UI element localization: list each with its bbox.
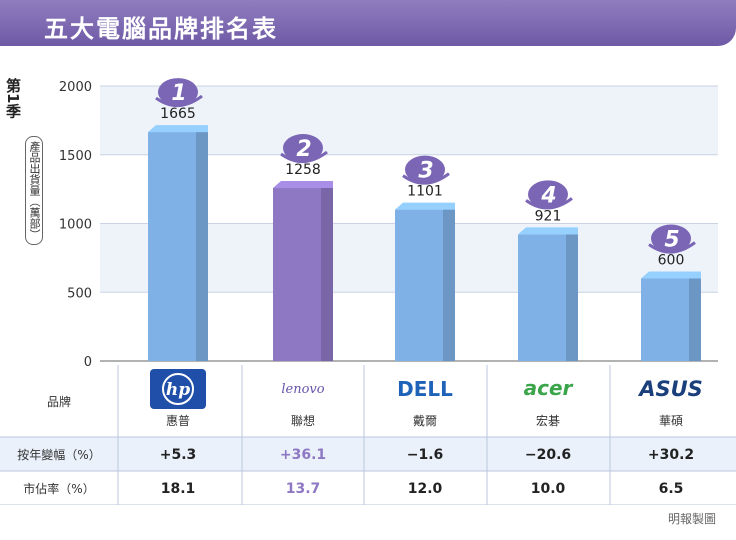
badge-shape	[405, 155, 445, 184]
brand-name: 惠普	[166, 414, 190, 428]
rank-badge: 1	[155, 78, 203, 108]
y-tick-label: 500	[67, 286, 92, 301]
logo-text: DELL	[397, 377, 453, 401]
logo-text: ASUS	[637, 377, 703, 401]
y-axis-unit-label: 產品出貨量（萬部）	[25, 136, 43, 245]
value-label: 1101	[407, 184, 443, 200]
badge-swoosh	[402, 172, 450, 185]
y-axis-label: 第1季	[4, 78, 22, 119]
badge-swoosh	[155, 94, 203, 108]
bar-3	[395, 202, 455, 361]
row-label: 按年變幅（%）	[17, 447, 100, 462]
rank-label: 4	[540, 183, 556, 208]
bar-4	[518, 227, 578, 361]
share-value: 10.0	[531, 481, 566, 497]
yoy-value: +30.2	[648, 447, 694, 463]
table-band	[0, 437, 736, 471]
bar-2	[273, 181, 333, 361]
bar-top	[273, 181, 333, 189]
table-band	[0, 471, 736, 505]
share-value: 18.1	[161, 481, 196, 497]
rank-badge: 2	[280, 134, 328, 164]
share-value: 13.7	[286, 481, 321, 497]
bar-5	[641, 271, 701, 361]
value-label: 1258	[285, 162, 321, 178]
bar-top	[641, 271, 701, 279]
brand-logo: DELL	[397, 377, 453, 401]
brand-logo: lenovo	[281, 382, 324, 397]
badge-swoosh	[648, 241, 696, 254]
y-tick-label: 0	[84, 355, 92, 370]
rank-badge: 4	[525, 180, 573, 210]
rank-label: 5	[664, 228, 679, 253]
yoy-value: −1.6	[407, 447, 444, 463]
share-value: 6.5	[659, 481, 684, 497]
rank-label: 1	[171, 81, 186, 106]
rank-badge: 3	[402, 155, 450, 185]
value-label: 600	[658, 253, 685, 269]
badge-shape	[528, 180, 568, 209]
value-label: 1665	[160, 106, 196, 122]
bar-1	[148, 125, 208, 361]
yoy-value: +5.3	[160, 447, 197, 463]
brand-name: 聯想	[291, 413, 315, 428]
title-bar: 五大電腦品牌排名表	[0, 0, 736, 46]
value-label: 921	[535, 208, 562, 224]
bar-side	[443, 209, 455, 361]
yoy-value: −20.6	[525, 447, 571, 463]
bar-top	[518, 227, 578, 235]
y-axis-label-group: 第1季 產品出貨量（萬部）	[4, 78, 43, 268]
bar-side	[566, 234, 578, 361]
share-value: 12.0	[408, 481, 443, 497]
logo-text: lenovo	[281, 382, 324, 397]
badge-swoosh	[525, 197, 573, 210]
row-label: 品牌	[47, 395, 71, 409]
brand-logo: acer	[524, 376, 574, 400]
badge-shape	[158, 78, 198, 107]
bar-top	[395, 202, 455, 210]
rank-label: 2	[296, 137, 311, 162]
bar-top	[148, 125, 208, 133]
row-label: 市佔率（%）	[23, 481, 94, 496]
hp-logo-box	[150, 369, 206, 409]
badge-swoosh	[280, 150, 328, 164]
logo-text: hp	[166, 380, 190, 400]
source-note: 明報製圖	[667, 512, 716, 526]
hp-logo-ring	[162, 373, 194, 405]
brand-name: 宏碁	[536, 413, 560, 428]
brand-logo: ASUS	[637, 377, 703, 401]
brand-name: 華碩	[659, 414, 683, 428]
y-tick-label: 2000	[59, 80, 92, 95]
bar-side	[321, 188, 333, 361]
logo-text: acer	[524, 376, 574, 400]
rank-badge: 5	[648, 224, 696, 254]
bar-side	[196, 132, 208, 361]
rank-label: 3	[418, 159, 433, 184]
badge-shape	[283, 134, 323, 163]
badge-shape	[651, 224, 691, 253]
brand-name: 戴爾	[413, 413, 437, 428]
brand-logo: hp	[150, 369, 206, 409]
yoy-value: +36.1	[280, 447, 326, 463]
bar-side	[689, 278, 701, 361]
y-tick-label: 1000	[59, 218, 92, 233]
y-tick-label: 1500	[59, 149, 92, 164]
chart-title: 五大電腦品牌排名表	[44, 15, 278, 43]
